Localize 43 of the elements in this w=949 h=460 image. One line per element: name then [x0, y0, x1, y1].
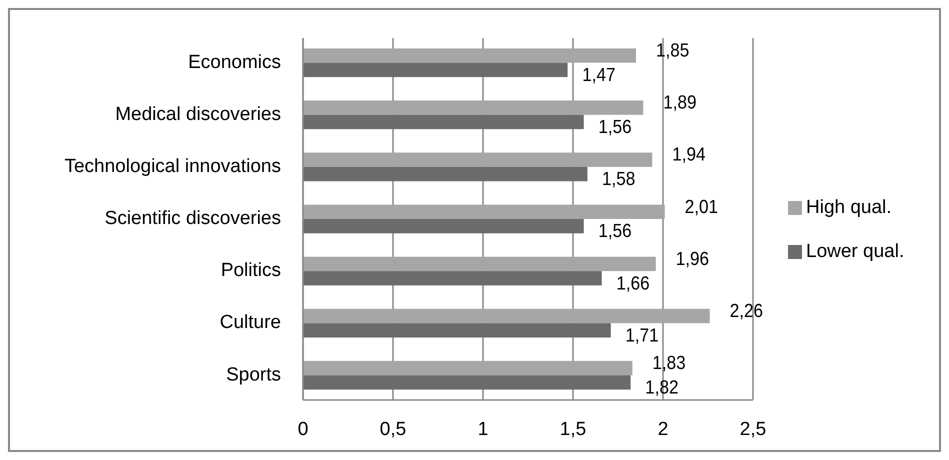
- legend-label: Lower qual.: [806, 241, 904, 262]
- x-tick-label: 1,5: [560, 419, 586, 440]
- bar: [303, 271, 602, 286]
- bar: [303, 114, 584, 130]
- x-tick-label: 2: [658, 419, 668, 440]
- x-tick-label: 2,5: [740, 419, 766, 440]
- y-tick-label: Economics: [188, 52, 281, 73]
- bar: [303, 375, 631, 390]
- bar: [303, 308, 710, 324]
- data-label: 2,26: [730, 300, 764, 322]
- data-label: 1,56: [598, 220, 632, 242]
- data-label: 1,71: [625, 324, 659, 346]
- bar: [303, 48, 636, 63]
- x-tick-label: 0,5: [380, 419, 406, 440]
- data-label: 1,96: [676, 248, 710, 270]
- bar: [303, 323, 611, 338]
- bar: [303, 256, 656, 272]
- x-tick-label: 0: [298, 419, 308, 440]
- bar: [303, 62, 568, 78]
- bar: [303, 360, 632, 376]
- y-tick-label: Politics: [220, 260, 281, 282]
- data-label: 1,58: [602, 168, 636, 190]
- bar: [303, 166, 588, 182]
- data-label: 1,82: [645, 376, 678, 398]
- data-label: 1,94: [672, 144, 706, 165]
- data-label: 1,89: [663, 92, 696, 113]
- y-tick-label: Technological innovations: [64, 156, 281, 177]
- x-tick-label: 1: [478, 419, 488, 440]
- data-label: 1,66: [616, 272, 650, 294]
- bar: [303, 152, 652, 167]
- bar: [303, 219, 584, 234]
- y-tick-label: Medical discoveries: [115, 104, 281, 125]
- data-label: 1,47: [582, 64, 616, 86]
- bar: [303, 100, 644, 115]
- y-tick-label: Culture: [220, 312, 281, 334]
- y-tick-label: Sports: [226, 364, 281, 386]
- data-label: 2,01: [684, 196, 718, 218]
- legend-label: High qual.: [806, 197, 892, 218]
- bar: [303, 204, 665, 219]
- data-label: 1,85: [656, 40, 690, 61]
- data-label: 1,83: [652, 352, 686, 374]
- y-tick-label: Scientific discoveries: [104, 208, 281, 230]
- data-label: 1,56: [598, 116, 632, 138]
